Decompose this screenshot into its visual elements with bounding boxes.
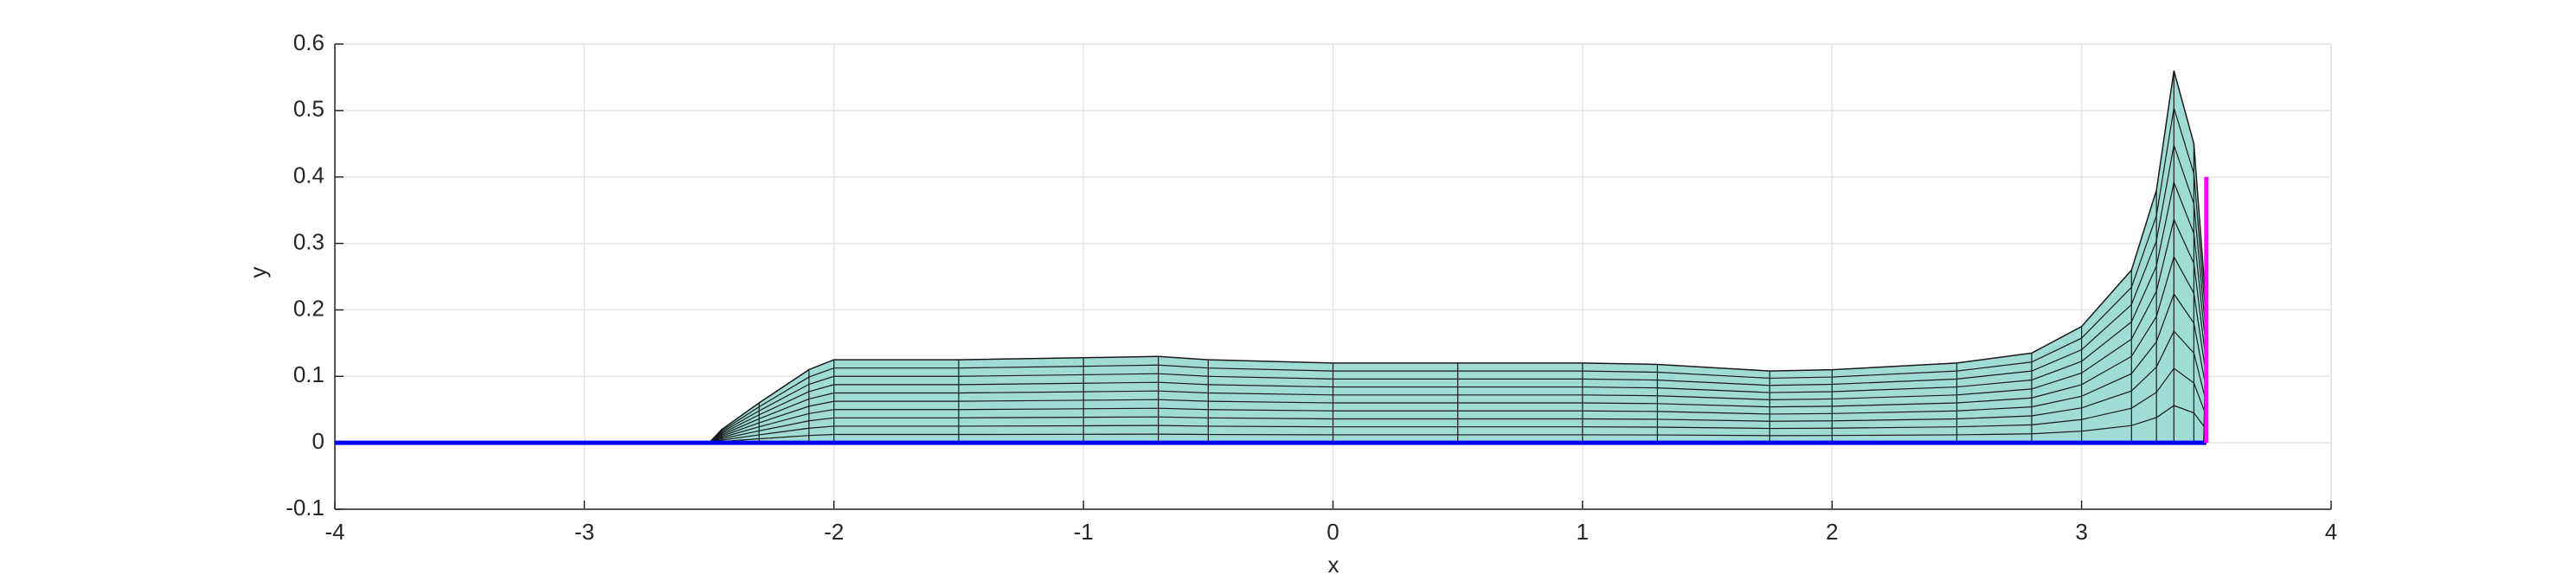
y-tick-label: -0.1 xyxy=(286,495,324,520)
mesh-layer xyxy=(709,329,2207,444)
y-tick-label: 0.5 xyxy=(293,96,324,122)
x-tick-label: -3 xyxy=(575,519,594,545)
x-tick-label: -1 xyxy=(1074,519,1094,545)
y-tick-label: 0.2 xyxy=(293,295,324,321)
mesh-layer xyxy=(709,255,2207,444)
x-tick-label: 2 xyxy=(1826,519,1838,545)
y-axis-label: y xyxy=(245,267,271,278)
mesh-layer xyxy=(709,405,2207,444)
x-tick-label: 4 xyxy=(2325,519,2337,545)
mesh-layer xyxy=(709,180,2207,444)
y-tick-label: 0.3 xyxy=(293,228,324,254)
x-tick-label: -2 xyxy=(824,519,844,545)
y-tick-label: 0.1 xyxy=(293,361,324,387)
mesh-layer xyxy=(709,143,2207,444)
x-tick-label: 3 xyxy=(2075,519,2087,545)
mesh-layer xyxy=(709,107,2207,444)
x-tick-label: -4 xyxy=(324,519,344,545)
mesh-layer xyxy=(709,218,2207,444)
x-tick-label: 1 xyxy=(1577,519,1589,545)
mesh-layer xyxy=(709,292,2207,444)
y-tick-label: 0.6 xyxy=(293,29,324,55)
y-tick-label: 0 xyxy=(312,428,324,454)
y-tick-label: 0.4 xyxy=(293,163,324,188)
x-tick-label: 0 xyxy=(1327,519,1339,545)
x-axis-label: x xyxy=(1328,552,1339,578)
mesh-layer xyxy=(709,367,2207,444)
